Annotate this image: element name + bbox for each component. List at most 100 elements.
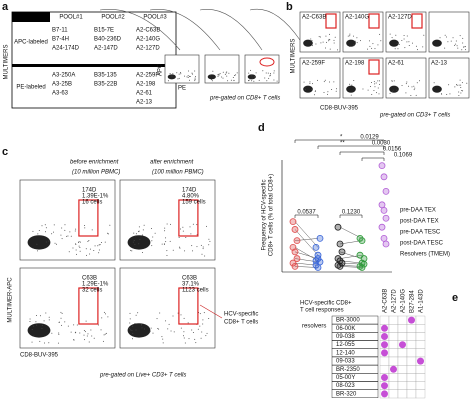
event-dot	[183, 331, 185, 333]
event-dot	[135, 314, 137, 316]
row-box	[331, 315, 379, 325]
event-dot	[318, 36, 320, 38]
matrix-cell	[397, 324, 408, 333]
event-dot	[70, 235, 72, 237]
event-dot	[51, 233, 53, 235]
event-dot	[202, 323, 204, 325]
response-dot	[417, 357, 424, 365]
event-dot	[83, 334, 85, 336]
event-dot	[109, 224, 111, 226]
event-dot	[44, 224, 46, 226]
event-dot	[164, 227, 166, 229]
event-dot	[403, 34, 405, 36]
event-dot	[367, 48, 369, 50]
event-dot	[319, 36, 321, 38]
arrow	[199, 9, 263, 51]
arrow	[149, 9, 221, 51]
row-label: 05-00Y	[336, 375, 355, 381]
event-dot	[327, 93, 329, 95]
gate-label: C63B	[182, 276, 197, 282]
event-dot	[89, 248, 91, 250]
event-dot	[210, 74, 212, 76]
event-dot	[394, 48, 396, 50]
event-dot	[191, 72, 193, 74]
p-value: 0.0156	[383, 147, 402, 153]
event-dot	[273, 79, 275, 81]
event-dot	[89, 253, 91, 255]
event-dot	[267, 72, 269, 74]
matrix-cell	[406, 356, 417, 366]
event-dot	[191, 245, 193, 247]
event-dot	[266, 80, 268, 82]
event-dot	[276, 80, 278, 82]
subtitle: (10 million PBMC)	[72, 170, 120, 176]
event-dot	[444, 47, 446, 49]
event-dot	[206, 225, 208, 227]
event-dot	[60, 234, 62, 236]
event-dot	[93, 250, 95, 252]
event-dot	[416, 49, 418, 51]
cell-cluster	[346, 85, 356, 93]
event-dot	[456, 84, 458, 86]
event-dot	[389, 33, 391, 35]
response-dot	[390, 365, 397, 373]
event-dot	[143, 224, 145, 226]
bracket	[294, 139, 385, 143]
cell: A2-61	[136, 91, 153, 97]
event-dot	[194, 78, 196, 80]
pair-line	[339, 254, 363, 259]
event-dot	[163, 243, 165, 245]
event-dot	[48, 342, 50, 344]
event-dot	[36, 243, 38, 245]
event-dot	[249, 78, 251, 80]
row-box	[331, 332, 379, 341]
data-point	[336, 262, 344, 270]
event-dot	[130, 249, 132, 251]
event-dot	[169, 72, 171, 74]
legend-entry: Resolvers (TMEM)	[400, 252, 450, 258]
gate	[368, 59, 380, 75]
cell: A2-C63B	[136, 28, 160, 34]
matrix-cell	[415, 324, 426, 333]
event-dot	[199, 313, 201, 315]
event-dot	[189, 226, 191, 228]
event-dot	[465, 49, 467, 51]
event-dot	[372, 43, 374, 45]
event-dot	[85, 320, 87, 322]
event-dot	[202, 319, 204, 321]
event-dot	[270, 74, 272, 76]
event-dot	[172, 73, 174, 75]
event-dot	[194, 80, 196, 82]
event-dot	[41, 225, 43, 227]
event-dot	[185, 236, 187, 238]
event-dot	[208, 244, 210, 246]
event-dot	[165, 320, 167, 322]
event-dot	[226, 75, 228, 77]
event-dot	[132, 332, 134, 334]
pair-line	[294, 238, 319, 241]
header: POOL#2	[101, 15, 125, 21]
event-dot	[228, 72, 230, 74]
event-dot	[335, 88, 337, 90]
event-dot	[374, 86, 376, 88]
event-dot	[333, 39, 335, 41]
table-divider	[12, 64, 176, 67]
event-dot	[406, 41, 408, 43]
header: POOL#1	[59, 15, 83, 21]
event-dot	[87, 333, 89, 335]
event-dot	[356, 42, 358, 44]
event-dot	[356, 37, 358, 39]
event-dot	[196, 224, 198, 226]
title: T cell responses	[300, 308, 344, 314]
cell: A2-198	[136, 82, 156, 88]
event-dot	[178, 73, 180, 75]
event-dot	[98, 249, 100, 251]
event-dot	[138, 231, 140, 233]
arrow	[99, 9, 181, 51]
data-point	[338, 259, 346, 267]
event-dot	[217, 75, 219, 77]
event-dot	[173, 331, 175, 333]
event-dot	[48, 316, 50, 318]
row-box	[331, 348, 379, 357]
event-dot	[460, 86, 462, 88]
